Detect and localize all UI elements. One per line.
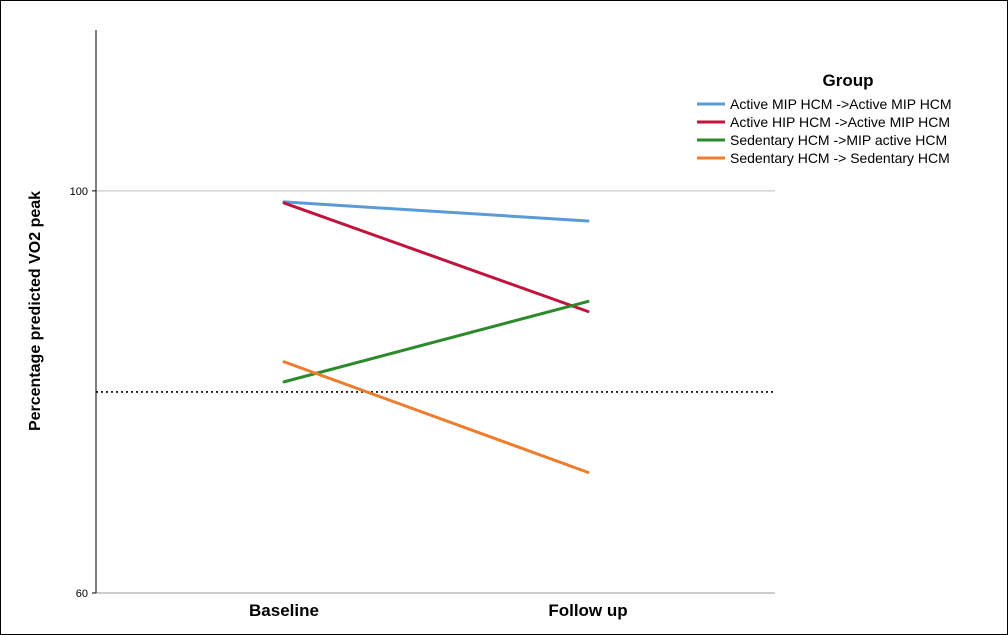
y-tick-label: 60 (76, 588, 88, 600)
legend-label: Active MIP HCM ->Active MIP HCM (730, 96, 952, 112)
legend-title: Group (823, 71, 874, 90)
legend: Group Active MIP HCM ->Active MIP HCMAct… (697, 71, 952, 166)
y-tick-labels: 60 100 (70, 186, 96, 600)
series-line (282, 200, 590, 223)
x-tick-label: Follow up (548, 601, 627, 620)
gridlines (96, 190, 775, 594)
x-tick-labels: Baseline Follow up (249, 601, 628, 620)
legend-label: Sedentary HCM ->MIP active HCM (730, 132, 947, 148)
series-line (282, 360, 590, 474)
y-tick-label: 100 (70, 186, 88, 198)
series-line (282, 299, 590, 384)
legend-items: Active MIP HCM ->Active MIP HCM Active HI… (697, 96, 952, 166)
legend-label: Sedentary HCM -> Sedentary HCM (730, 150, 950, 166)
y-axis-label: Percentage predicted VO2 peak (27, 191, 44, 431)
x-tick-label: Baseline (249, 601, 319, 620)
series-lines (282, 200, 590, 474)
legend-label: Active HIP HCM ->Active MIP HCM (730, 114, 950, 130)
series-line (282, 201, 590, 313)
